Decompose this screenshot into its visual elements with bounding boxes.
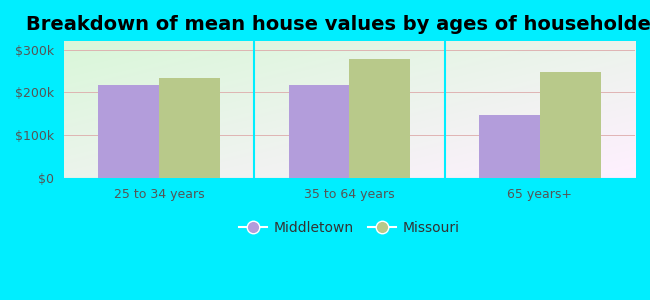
Bar [289,85,350,178]
Title: Breakdown of mean house values by ages of householders: Breakdown of mean house values by ages o… [27,15,650,34]
Bar [98,85,159,178]
Bar [540,72,601,178]
Bar [479,115,540,178]
Bar [350,59,410,178]
Legend: Middletown, Missouri: Middletown, Missouri [233,215,465,240]
Bar [159,78,220,178]
